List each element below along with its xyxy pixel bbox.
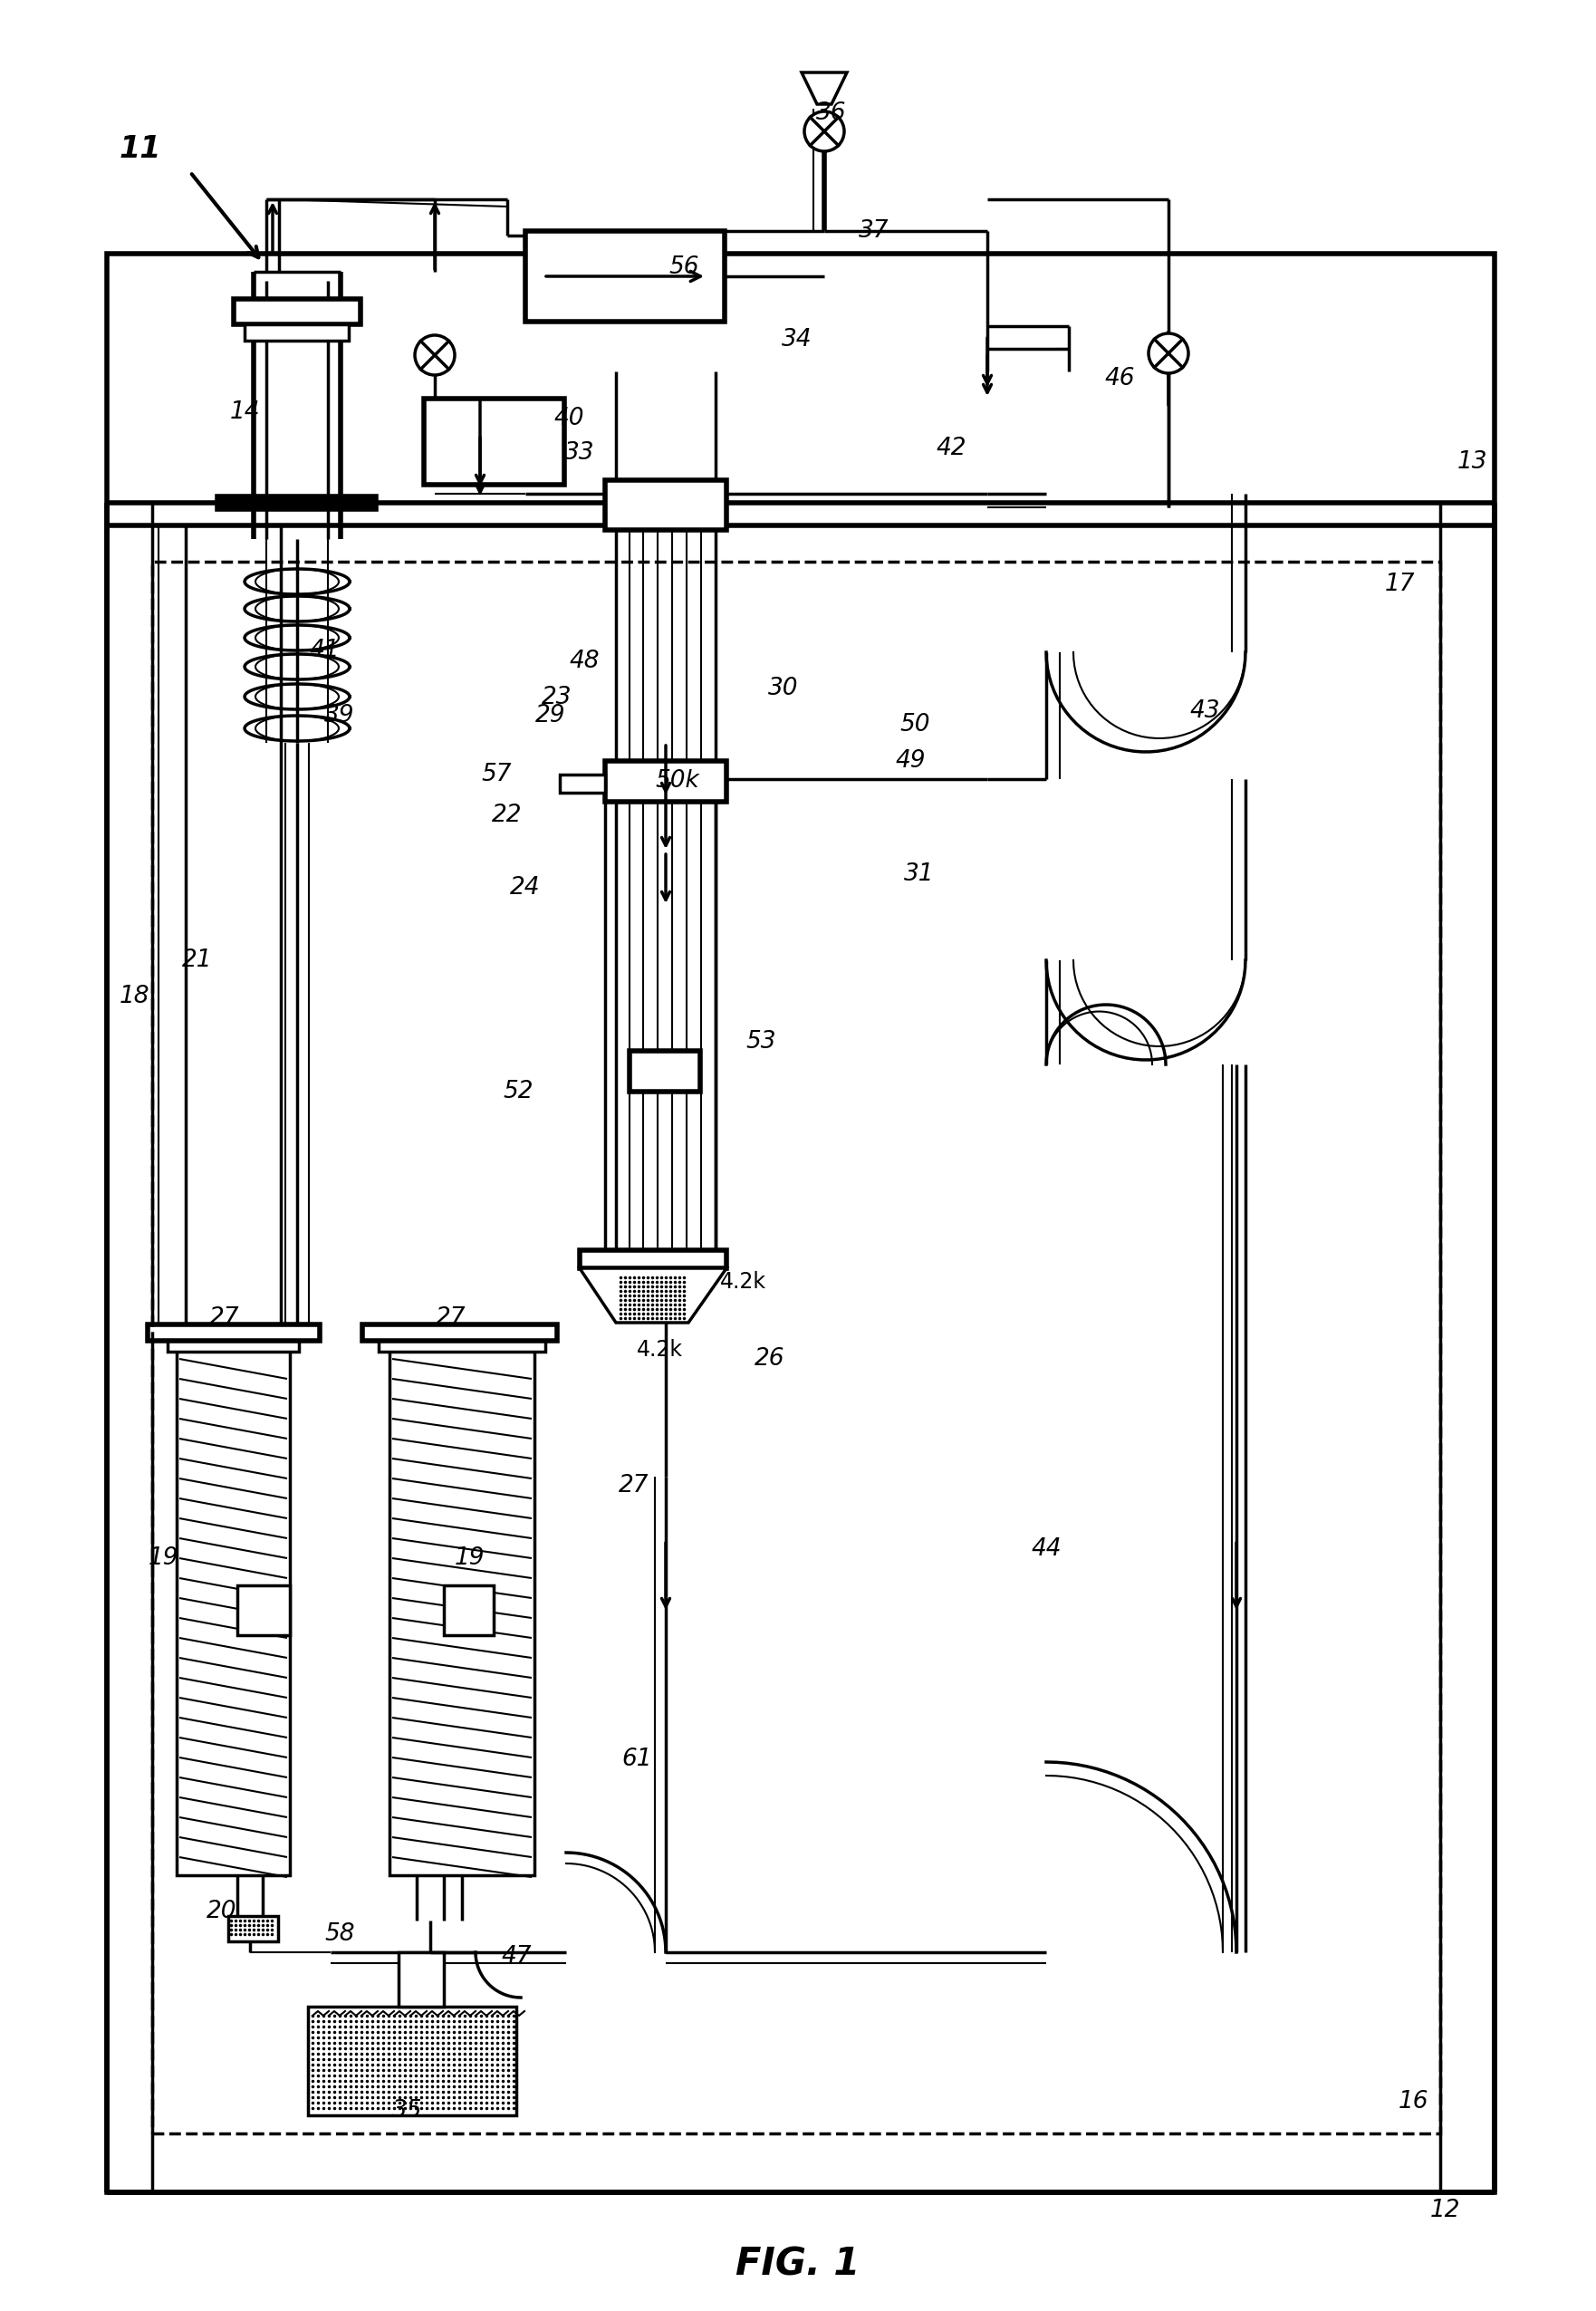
Bar [148,1324,319,1340]
Text: 29: 29 [536,705,567,728]
Text: 13: 13 [1457,451,1487,474]
Text: 50k: 50k [656,770,699,793]
Text: 40: 40 [554,407,584,430]
Circle shape [415,335,455,374]
Text: 53: 53 [745,1031,776,1054]
Bar [605,481,726,529]
Text: 36: 36 [816,102,847,125]
Text: 27: 27 [209,1306,239,1329]
Text: FIG. 1: FIG. 1 [736,2246,860,2283]
Text: 44: 44 [1031,1537,1061,1560]
Text: 35: 35 [393,2098,423,2121]
Bar [425,397,565,485]
Bar [244,324,350,340]
Text: 23: 23 [543,686,573,709]
Text: 34: 34 [782,328,812,351]
Text: 47: 47 [501,1946,531,1969]
Bar [525,231,725,321]
Bar [228,1916,278,1941]
Bar [107,254,1494,2193]
Text: 24: 24 [511,876,541,899]
Text: 49: 49 [895,749,926,772]
Bar [233,298,361,324]
Text: 58: 58 [324,1923,354,1946]
Bar [605,760,726,802]
Text: 16: 16 [1398,2089,1428,2115]
Bar [629,1052,701,1091]
Bar [217,497,377,508]
Text: 4.2k: 4.2k [637,1338,683,1361]
Text: 37: 37 [859,220,889,243]
Text: 48: 48 [570,649,600,673]
Text: 61: 61 [621,1747,651,1770]
Text: 19: 19 [148,1546,179,1569]
Text: 52: 52 [503,1079,533,1102]
Text: 50: 50 [900,714,930,737]
Text: 17: 17 [1384,573,1414,596]
Text: 14: 14 [230,400,260,423]
Text: 18: 18 [118,984,150,1008]
Text: 22: 22 [492,804,522,827]
Bar [399,1953,444,2006]
Bar [362,1324,557,1340]
Bar [444,1585,493,1636]
Text: 41: 41 [310,638,340,663]
Circle shape [804,111,844,150]
Text: 31: 31 [905,862,935,885]
Text: 21: 21 [182,948,212,973]
Text: 56: 56 [669,257,699,280]
Text: 46: 46 [1104,367,1135,391]
Text: 4.2k: 4.2k [720,1271,766,1292]
Bar [238,1585,290,1636]
Polygon shape [801,72,847,104]
Bar [579,1250,726,1269]
Bar [177,1350,290,1874]
Text: 39: 39 [324,705,354,728]
Bar [378,1338,546,1352]
Text: 12: 12 [1430,2198,1460,2223]
Text: 30: 30 [768,677,798,700]
Text: 43: 43 [1189,700,1219,723]
Circle shape [1149,333,1189,374]
Bar [389,1350,535,1874]
Text: 20: 20 [207,1900,238,1923]
Text: 33: 33 [565,441,595,465]
Bar [560,774,605,793]
Bar [168,1338,298,1352]
Polygon shape [579,1269,726,1322]
Text: 19: 19 [453,1546,484,1569]
Bar [152,562,1440,2133]
Text: 27: 27 [619,1474,650,1498]
Text: 42: 42 [935,437,966,460]
Bar [308,2006,516,2115]
Text: 57: 57 [482,763,512,786]
Text: 11: 11 [120,134,161,164]
Text: 27: 27 [436,1306,466,1329]
Text: 26: 26 [755,1347,785,1370]
